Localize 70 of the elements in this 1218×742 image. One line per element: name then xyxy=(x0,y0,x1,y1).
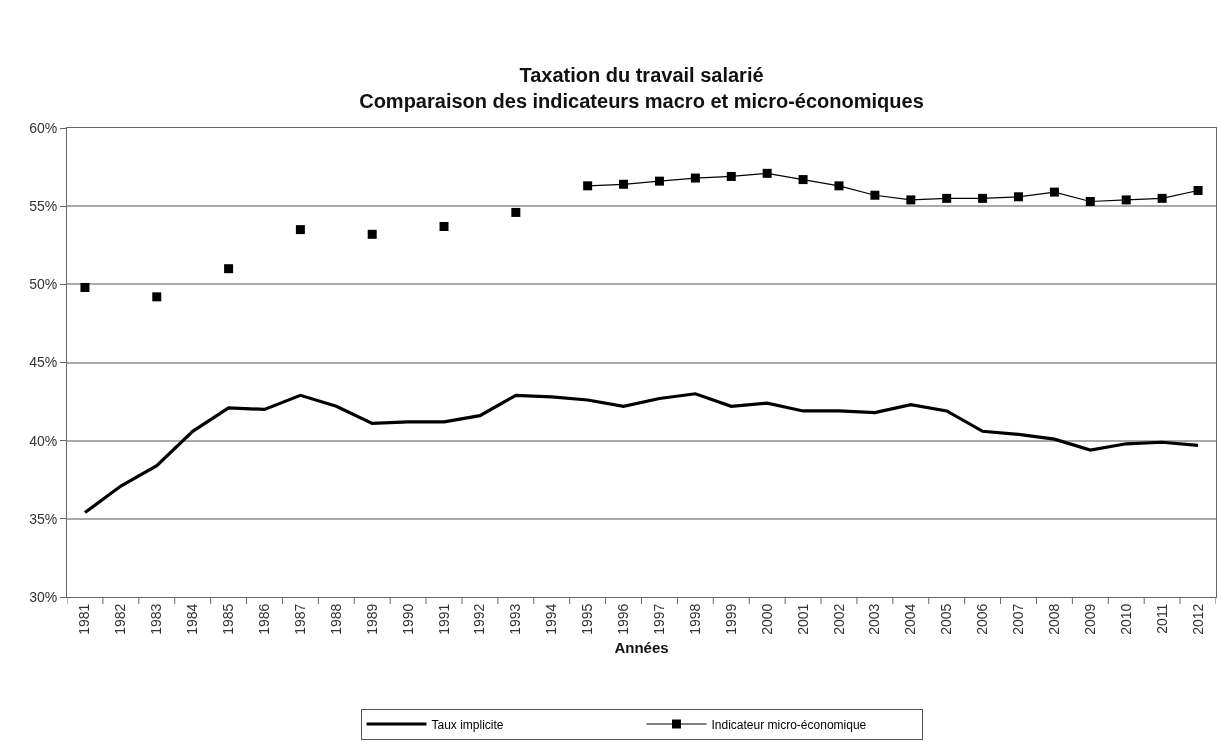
y-tick-label: 45% xyxy=(29,354,58,371)
x-tick-label: 1997 xyxy=(651,603,667,635)
point xyxy=(798,175,808,185)
x-tick-label: 1998 xyxy=(686,603,703,635)
x-tick-label: 1986 xyxy=(256,603,273,635)
point xyxy=(942,193,952,203)
point xyxy=(726,171,736,181)
point xyxy=(1193,186,1203,196)
x-tick-label: 2009 xyxy=(1081,603,1098,635)
point xyxy=(690,173,700,183)
x-tick-label: 1993 xyxy=(507,603,524,635)
point xyxy=(295,225,305,235)
y-tick-label: 30% xyxy=(29,588,58,605)
legend-label: Taux implicite xyxy=(431,717,504,732)
x-tick-label: 2001 xyxy=(794,603,811,635)
x-tick-label: 1991 xyxy=(435,603,452,635)
x-tick-label: 2010 xyxy=(1117,603,1134,635)
point xyxy=(1157,193,1167,203)
point xyxy=(511,207,521,217)
x-tick-label: 2004 xyxy=(902,603,919,635)
x-tick-label: 2006 xyxy=(974,603,991,635)
x-tick-label: 2012 xyxy=(1189,603,1206,635)
y-tick-label: 35% xyxy=(29,510,58,527)
x-tick-label: 2003 xyxy=(866,603,883,635)
point xyxy=(152,292,162,302)
y-tick-label: 55% xyxy=(29,198,58,215)
point xyxy=(654,176,664,186)
point xyxy=(978,193,988,203)
point xyxy=(439,221,449,231)
point xyxy=(906,195,916,205)
point xyxy=(80,282,90,292)
point xyxy=(1014,192,1024,202)
x-tick-label: 1983 xyxy=(148,603,165,635)
x-axis-title: Années xyxy=(614,638,669,656)
x-tick-label: 2005 xyxy=(938,603,955,635)
point xyxy=(619,179,629,189)
y-tick-label: 50% xyxy=(29,276,58,293)
y-tick-label: 60% xyxy=(29,119,58,136)
x-tick-label: 1992 xyxy=(471,603,488,635)
x-tick-label: 1989 xyxy=(363,603,380,635)
x-tick-label: 2002 xyxy=(830,603,847,635)
x-tick-label: 1981 xyxy=(76,603,93,635)
x-tick-label: 2000 xyxy=(758,603,775,635)
point xyxy=(1049,187,1059,197)
x-tick-label: 2007 xyxy=(1010,603,1027,635)
x-tick-label: 1982 xyxy=(112,603,129,635)
legend-label: Indicateur micro-économique xyxy=(711,717,867,732)
chart-subtitle: Comparaison des indicateurs macro et micro-économiques xyxy=(359,90,924,112)
point xyxy=(870,190,880,200)
x-tick-label: 1988 xyxy=(327,603,344,635)
x-tick-label: 1999 xyxy=(722,603,739,635)
point xyxy=(1085,196,1095,206)
x-tick-label: 1996 xyxy=(615,603,632,635)
point xyxy=(1121,195,1131,205)
x-tick-label: 1985 xyxy=(220,603,237,635)
point xyxy=(834,181,844,191)
point xyxy=(583,181,593,191)
x-tick-label: 1984 xyxy=(184,603,201,635)
x-tick-label: 1990 xyxy=(399,603,416,635)
chart-title: Taxation du travail salarié xyxy=(519,64,764,86)
x-tick-label: 1994 xyxy=(543,603,560,635)
y-tick-label: 40% xyxy=(29,432,58,449)
x-tick-label: 2008 xyxy=(1045,603,1062,635)
x-tick-label: 1987 xyxy=(291,603,308,635)
point xyxy=(367,229,377,239)
x-tick-label: 2011 xyxy=(1153,603,1170,634)
point xyxy=(224,264,234,274)
x-tick-label: 1995 xyxy=(579,603,596,635)
point xyxy=(762,168,772,178)
line-series xyxy=(83,392,1200,515)
